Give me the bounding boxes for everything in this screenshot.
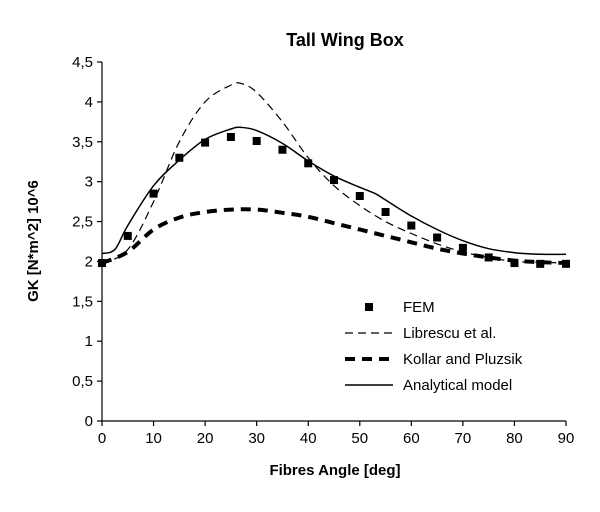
data-point bbox=[458, 243, 467, 252]
series-line-librescu-et-al bbox=[101, 82, 567, 265]
data-point bbox=[381, 207, 390, 216]
y-tick-label: 4,5 bbox=[72, 54, 93, 71]
legend-label-analytical-model: Analytical model bbox=[403, 377, 512, 394]
y-tick-label: 2 bbox=[85, 253, 93, 270]
x-tick-label: 30 bbox=[248, 430, 265, 447]
data-point bbox=[562, 259, 570, 268]
y-axis-label: GK [N*m^2] 10^6 bbox=[25, 180, 42, 302]
y-tick-label: 1 bbox=[85, 333, 93, 350]
x-tick-label: 10 bbox=[145, 430, 162, 447]
x-tick-label: 70 bbox=[455, 430, 472, 447]
data-point bbox=[278, 145, 287, 154]
y-tick-label: 0 bbox=[85, 413, 93, 430]
legend: FEM Librescu et al. Kollar and Pluzsik Anal… bbox=[345, 299, 523, 394]
series-layer bbox=[98, 82, 570, 268]
chart-title: Tall Wing Box bbox=[286, 30, 404, 50]
x-axis-label: Fibres Angle [deg] bbox=[269, 462, 400, 479]
legend-label-librescu-et-al: Librescu et al. bbox=[403, 325, 496, 342]
x-tick-label: 20 bbox=[197, 430, 214, 447]
series-fem bbox=[98, 132, 570, 268]
data-point bbox=[536, 259, 545, 268]
y-tick-label: 3,5 bbox=[72, 134, 93, 151]
data-point bbox=[304, 159, 313, 168]
data-point bbox=[201, 138, 210, 147]
x-tick-label: 40 bbox=[300, 430, 317, 447]
data-point bbox=[175, 153, 184, 162]
series-line-analytical-model bbox=[101, 126, 567, 256]
legend-swatch-fem bbox=[365, 303, 373, 311]
data-point bbox=[433, 233, 442, 242]
x-tick-label: 0 bbox=[98, 430, 106, 447]
y-tick-label: 3 bbox=[85, 174, 93, 191]
y-tick-label: 2,5 bbox=[72, 214, 93, 231]
y-tick-label: 0,5 bbox=[72, 373, 93, 390]
data-point bbox=[226, 132, 235, 141]
y-tick-label: 4 bbox=[85, 94, 93, 111]
x-tick-label: 50 bbox=[351, 430, 368, 447]
data-point bbox=[149, 189, 158, 198]
plot-area bbox=[101, 62, 566, 422]
y-tick-label: 1,5 bbox=[72, 293, 93, 310]
data-point bbox=[123, 231, 132, 240]
data-point bbox=[407, 221, 416, 230]
x-axis: 0 10 20 30 40 50 60 70 80 90 bbox=[98, 421, 575, 447]
legend-label-kollar-and-pluzsik: Kollar and Pluzsik bbox=[403, 351, 523, 368]
data-point bbox=[330, 176, 338, 185]
data-point bbox=[510, 259, 519, 268]
legend-label-fem: FEM bbox=[403, 299, 435, 316]
data-point bbox=[98, 259, 106, 268]
data-point bbox=[252, 136, 261, 145]
x-tick-label: 80 bbox=[506, 430, 523, 447]
y-axis: 0 0,5 1 1,5 2 2,5 3 3,5 4 4,5 bbox=[72, 54, 102, 430]
x-tick-label: 90 bbox=[558, 430, 575, 447]
series-line-kollar-and-pluzsik bbox=[101, 207, 567, 265]
x-tick-label: 60 bbox=[403, 430, 420, 447]
data-point bbox=[355, 192, 364, 201]
